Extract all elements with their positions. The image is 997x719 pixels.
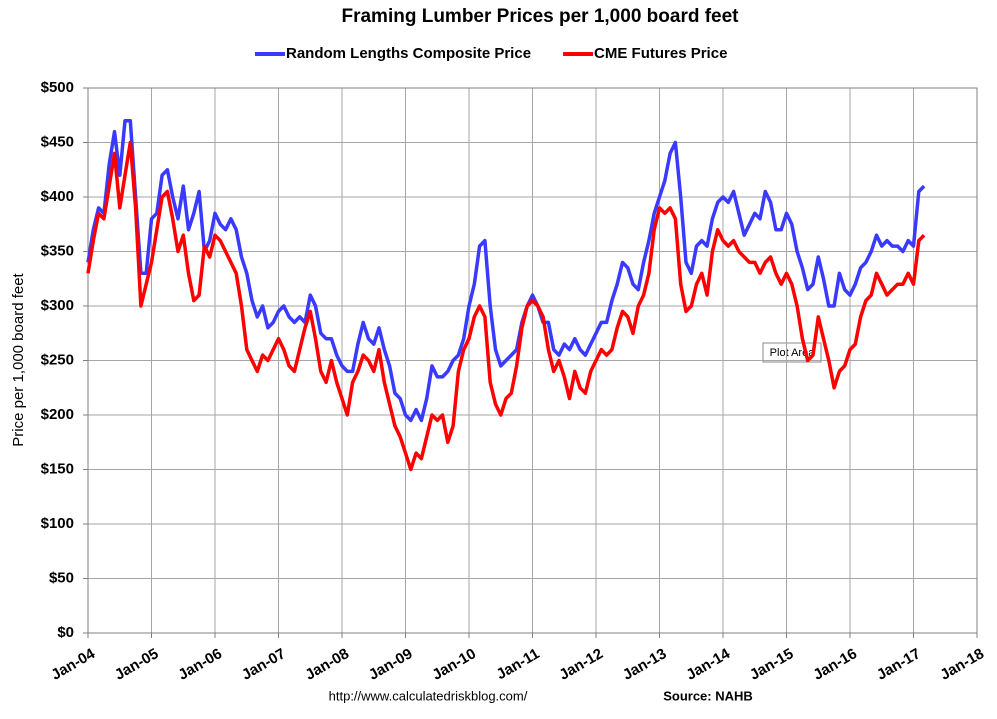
series-line xyxy=(86,118,926,423)
y-axis-label: Price per 1,000 board feet xyxy=(10,272,27,446)
y-tick-label: $0 xyxy=(57,624,74,641)
y-tick-label: $250 xyxy=(41,351,74,368)
y-tick-label: $450 xyxy=(41,133,74,150)
chart-title: Framing Lumber Prices per 1,000 board fe… xyxy=(341,6,739,27)
y-tick-label: $100 xyxy=(41,515,74,532)
legend-label: CME Futures Price xyxy=(594,45,727,62)
y-tick-label: $50 xyxy=(49,569,74,586)
y-tick-label: $300 xyxy=(41,297,74,314)
y-tick-label: $500 xyxy=(41,79,74,96)
legend-label: Random Lengths Composite Price xyxy=(286,45,531,62)
y-tick-label: $350 xyxy=(41,242,74,259)
url: http://www.calculatedriskblog.com/ xyxy=(329,688,528,703)
series-line xyxy=(86,140,926,472)
y-tick-label: $150 xyxy=(41,460,74,477)
plot-frame xyxy=(87,87,978,634)
source: Source: NAHB xyxy=(663,688,753,703)
legend-item: Random Lengths Composite Price xyxy=(255,45,531,62)
y-tick-label: $200 xyxy=(41,406,74,423)
legend-item: CME Futures Price xyxy=(563,45,727,62)
y-tick-label: $400 xyxy=(41,188,74,205)
